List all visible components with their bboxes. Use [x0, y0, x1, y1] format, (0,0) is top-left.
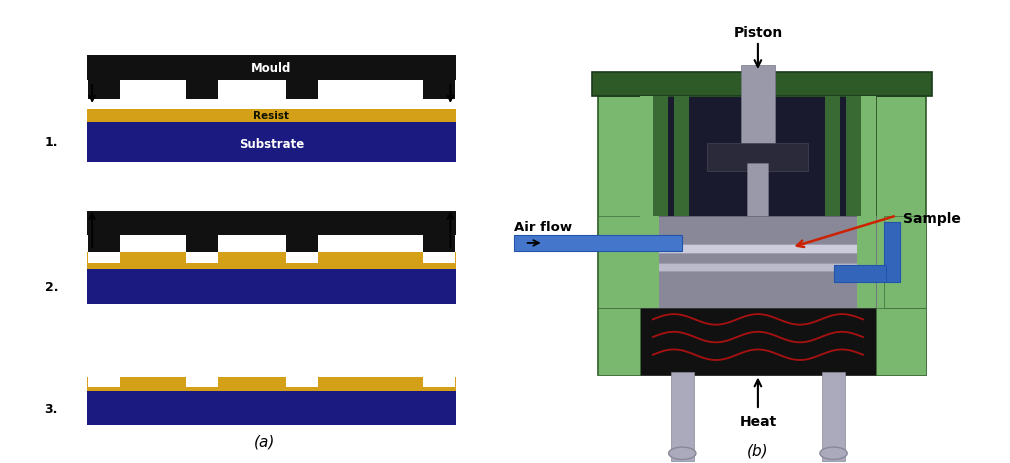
Bar [741, 66, 775, 145]
Bar [707, 144, 808, 172]
Bar [652, 97, 668, 216]
Text: Heat: Heat [739, 414, 777, 428]
Bar [87, 263, 456, 269]
Bar [87, 56, 456, 81]
Bar [671, 373, 694, 461]
Bar [822, 373, 845, 461]
Bar [88, 236, 120, 252]
Bar [644, 245, 872, 254]
Bar [318, 252, 423, 263]
Text: 2.: 2. [44, 281, 58, 294]
Text: Substrate: Substrate [238, 138, 304, 151]
Bar [514, 236, 683, 251]
Bar [833, 265, 886, 282]
Bar [674, 97, 689, 216]
Text: Air flow: Air flow [514, 220, 573, 233]
Bar [87, 387, 456, 392]
Bar [644, 263, 872, 271]
Bar [846, 97, 861, 216]
Bar [884, 223, 900, 282]
Bar [640, 216, 876, 309]
Bar [856, 216, 876, 309]
Bar [884, 216, 926, 309]
Bar [318, 377, 423, 387]
Text: Sample: Sample [903, 211, 961, 225]
Bar [640, 97, 876, 216]
Text: (a): (a) [254, 433, 276, 448]
Bar [423, 81, 454, 100]
Text: 1.: 1. [44, 136, 58, 149]
Bar [598, 216, 640, 309]
Bar [286, 236, 318, 252]
Bar [218, 377, 286, 387]
Bar [876, 309, 926, 375]
Bar [598, 309, 640, 375]
Bar [187, 81, 218, 100]
Text: Resist: Resist [254, 111, 289, 121]
Bar [218, 252, 286, 263]
Ellipse shape [820, 447, 847, 459]
Bar [286, 81, 318, 100]
Text: Mould: Mould [251, 62, 292, 75]
Bar [598, 97, 926, 375]
Bar [120, 252, 187, 263]
Bar [854, 97, 876, 216]
Bar [747, 163, 769, 216]
Text: Piston: Piston [733, 26, 783, 40]
Bar [87, 123, 456, 163]
Text: (b): (b) [747, 443, 769, 458]
Bar [592, 73, 932, 97]
Bar [640, 216, 660, 309]
Bar [88, 81, 120, 100]
Bar [87, 269, 456, 305]
Bar [87, 211, 456, 236]
Bar [825, 97, 840, 216]
Bar [640, 97, 662, 216]
Text: 3.: 3. [44, 402, 58, 415]
Bar [120, 377, 187, 387]
Ellipse shape [669, 447, 696, 459]
Bar [87, 392, 456, 425]
Bar [187, 236, 218, 252]
Bar [640, 309, 876, 375]
Bar [87, 109, 456, 123]
Bar [423, 236, 454, 252]
